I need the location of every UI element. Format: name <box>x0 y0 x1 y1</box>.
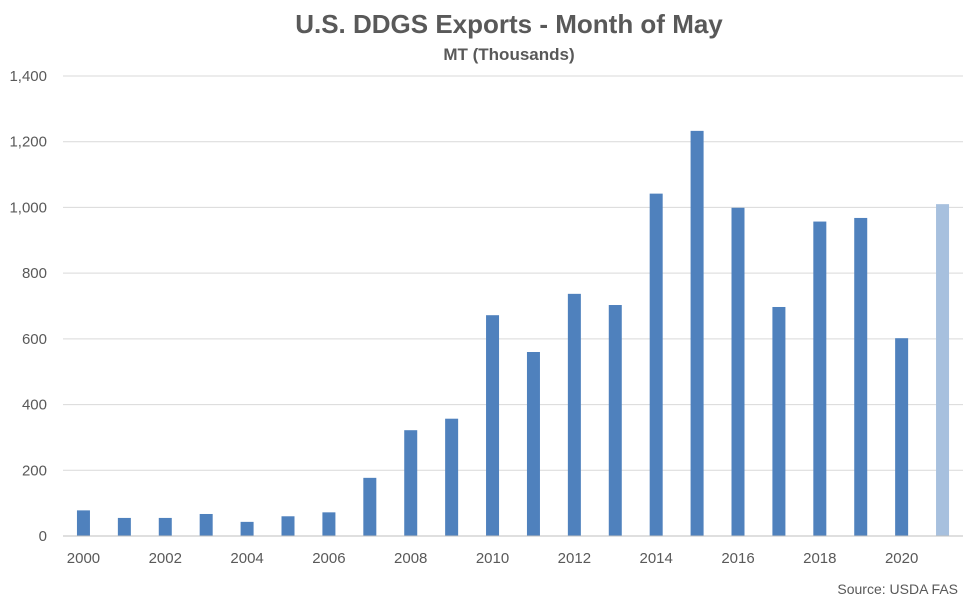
bar-2014 <box>649 193 663 536</box>
x-tick-label: 2016 <box>721 550 754 567</box>
x-tick-label: 2014 <box>639 550 672 567</box>
x-tick-label: 2012 <box>558 550 591 567</box>
bar-2000 <box>76 510 90 536</box>
bar-2002 <box>158 517 172 536</box>
bar-2018 <box>813 221 827 537</box>
bar-2004 <box>240 521 254 536</box>
bar-2001 <box>117 517 131 536</box>
bar-2017 <box>772 306 786 536</box>
bar-2013 <box>608 305 622 536</box>
x-tick-label: 2004 <box>230 550 263 567</box>
y-tick-label: 600 <box>22 331 47 348</box>
y-tick-label: 0 <box>39 528 47 545</box>
y-tick-label: 1,400 <box>9 68 47 85</box>
bar-2003 <box>199 513 213 536</box>
x-tick-label: 2006 <box>312 550 345 567</box>
bar-2005 <box>281 516 295 536</box>
x-tick-label: 2008 <box>394 550 427 567</box>
bar-2012 <box>567 293 581 536</box>
chart-subtitle: MT (Thousands) <box>443 45 574 64</box>
y-axis-ticks: 0 200 400 600 800 1,000 1,200 1,400 <box>9 68 47 545</box>
x-tick-label: 2002 <box>149 550 182 567</box>
bar-2021 <box>936 204 950 536</box>
bar-2020 <box>895 338 909 536</box>
y-tick-label: 1,000 <box>9 199 47 216</box>
bar-2010 <box>486 315 500 536</box>
x-tick-label: 2020 <box>885 550 918 567</box>
bar-2016 <box>731 207 745 536</box>
bar-2019 <box>854 217 868 536</box>
y-tick-label: 400 <box>22 397 47 414</box>
y-tick-label: 1,200 <box>9 134 47 151</box>
bar-2008 <box>404 430 418 536</box>
source-note: Source: USDA FAS <box>837 581 958 597</box>
chart-title: U.S. DDGS Exports - Month of May <box>295 9 723 39</box>
bar-2007 <box>363 477 377 536</box>
bars <box>76 130 950 537</box>
x-tick-label: 2010 <box>476 550 509 567</box>
x-tick-label: 2000 <box>67 550 100 567</box>
y-tick-label: 200 <box>22 462 47 479</box>
bar-2006 <box>322 512 336 536</box>
bar-2011 <box>526 352 540 536</box>
x-axis-ticks: 2000 2002 2004 2006 2008 2010 2012 2014 2016 2018… <box>67 550 919 567</box>
bar-2015 <box>690 130 704 536</box>
bar-2009 <box>445 418 459 536</box>
x-tick-label: 2018 <box>803 550 836 567</box>
gridlines <box>63 75 963 471</box>
y-tick-label: 800 <box>22 265 47 282</box>
